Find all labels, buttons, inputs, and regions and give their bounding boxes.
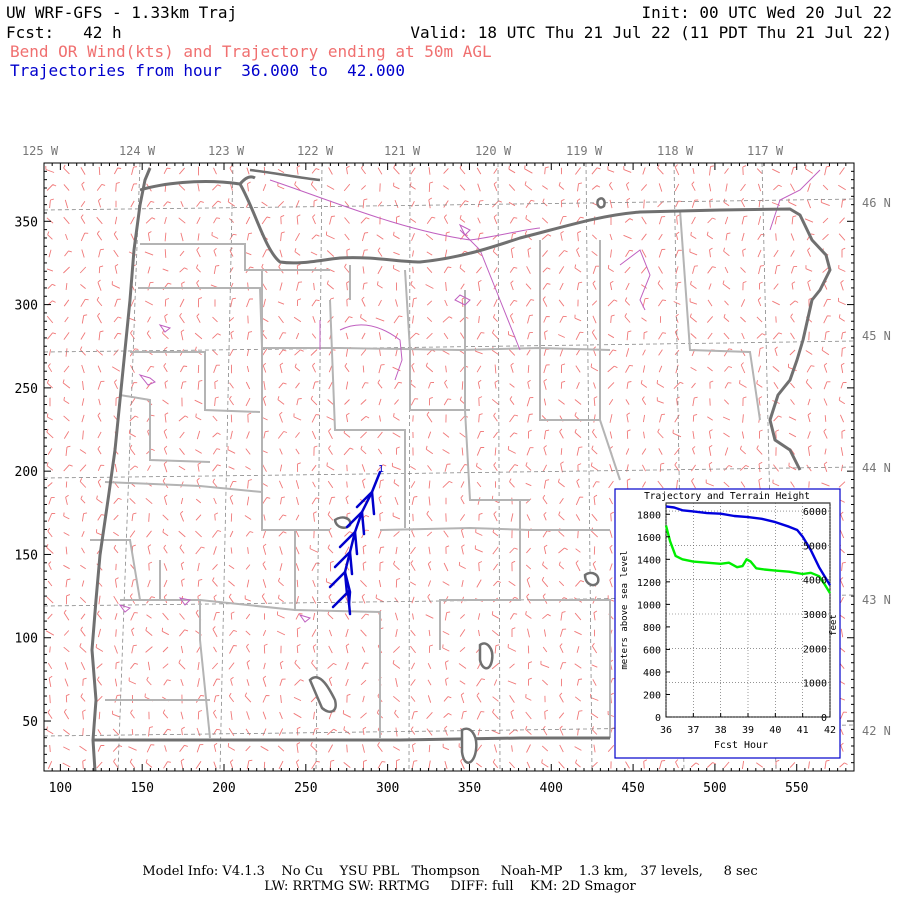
inset-ft-tick-label: 0 <box>821 713 827 724</box>
field-description: Bend OR Wind(kts) and Trajectory ending … <box>10 42 492 61</box>
lakes <box>249 168 606 764</box>
inset-y-tick-label: 1600 <box>637 533 661 544</box>
init-time: Init: 00 UTC Wed 20 Jul 22 <box>641 3 892 22</box>
x-tick-label: 250 <box>294 781 317 796</box>
frame-tick-marks <box>44 162 855 771</box>
x-axis-labels: 100 150 200 250 300 350 400 450 500 550 <box>49 781 809 796</box>
latitude-label: 43 N <box>862 593 891 607</box>
y-tick-label: 50 <box>22 715 38 730</box>
longitude-label: 118 W <box>657 144 694 158</box>
latitude-label: 46 N <box>862 196 891 210</box>
longitude-label: 120 W <box>475 144 512 158</box>
inset-ft-tick-label: 1000 <box>803 679 827 690</box>
state-borders <box>90 167 832 771</box>
trajectory-arrow <box>355 489 376 516</box>
longitude-labels: 125 W 124 W 123 W 122 W 121 W 120 W 119 W 118 W… <box>22 144 784 158</box>
x-tick-label: 300 <box>376 781 399 796</box>
trajectory-path <box>328 470 382 616</box>
longitude-label: 119 W <box>566 144 603 158</box>
inset-x-tick-label: 42 <box>824 725 836 736</box>
y-tick-label: 200 <box>15 465 38 480</box>
x-tick-label: 100 <box>49 781 72 796</box>
trajectory-arrow <box>328 569 349 596</box>
inset-y-ticks-ft: 0 1000 2000 3000 4000 5000 6000 <box>803 507 827 724</box>
inset-x-tick-label: 37 <box>687 725 699 736</box>
x-tick-label: 550 <box>785 781 808 796</box>
inset-ylabel-left: meters above sea level <box>620 550 630 669</box>
inset-ft-tick-label: 4000 <box>803 576 827 587</box>
longitude-label: 125 W <box>22 144 59 158</box>
y-axis-labels: 50 100 150 200 250 300 350 <box>15 215 38 730</box>
county-boundaries <box>90 209 761 739</box>
inset-xlabel: Fcst Hour <box>714 740 768 751</box>
x-tick-label: 450 <box>621 781 644 796</box>
longitude-label: 124 W <box>119 144 156 158</box>
inset-y-tick-label: 1800 <box>637 510 661 521</box>
inset-ft-tick-label: 5000 <box>803 541 827 552</box>
trajectory-arrow <box>338 529 359 556</box>
inset-ft-tick-label: 2000 <box>803 644 827 655</box>
forecast-hour: Fcst: 42 h <box>6 23 122 42</box>
inset-x-tick-label: 40 <box>769 725 781 736</box>
trajectory-start-label: 1 <box>378 464 384 475</box>
valid-time: Valid: 18 UTC Thu 21 Jul 22 (11 PDT Thu … <box>410 23 892 42</box>
x-tick-label: 400 <box>540 781 563 796</box>
inset-series <box>664 505 832 594</box>
latitude-label: 44 N <box>862 461 891 475</box>
longitude-label: 123 W <box>208 144 245 158</box>
inset-y-tick-label: 800 <box>643 623 661 634</box>
trajectory-arrow <box>333 549 354 576</box>
trajectory-arrow <box>331 589 352 616</box>
inset-y-tick-label: 1400 <box>637 555 661 566</box>
y-tick-label: 100 <box>15 632 38 647</box>
y-tick-label: 350 <box>15 215 38 230</box>
y-tick-label: 250 <box>15 382 38 397</box>
map-frame <box>43 162 855 772</box>
inset-y-tick-label: 1000 <box>637 600 661 611</box>
y-tick-label: 300 <box>15 299 38 314</box>
trajectory-series-line <box>665 505 832 586</box>
inset-x-tick-label: 38 <box>715 725 727 736</box>
inset-ft-tick-label: 3000 <box>803 610 827 621</box>
x-tick-label: 150 <box>130 781 153 796</box>
inset-ft-tick-label: 6000 <box>803 507 827 518</box>
y-tick-label: 150 <box>15 548 38 563</box>
trajectory-terrain-inset: Trajectory and Terrain Height 36 37 38 39 40… <box>614 488 841 759</box>
inset-y-ticks-m: 0 200 400 600 800 1000 1200 1400 1600 1800 <box>637 510 670 724</box>
inset-x-tick-label: 36 <box>660 725 672 736</box>
longitude-label: 121 W <box>384 144 421 158</box>
longitude-label: 122 W <box>297 144 334 158</box>
trajectory-hours: Trajectories from hour 36.000 to 42.000 <box>10 61 405 80</box>
x-tick-label: 200 <box>212 781 235 796</box>
inset-x-ticks: 36 37 38 39 40 41 42 <box>660 713 836 736</box>
product-title: UW WRF-GFS - 1.33km Traj <box>6 3 238 22</box>
inset-y-tick-label: 200 <box>643 690 661 701</box>
inset-x-tick-label: 39 <box>742 725 754 736</box>
latitude-label: 42 N <box>862 724 891 738</box>
inset-ylabel-right: feet <box>829 614 839 636</box>
inset-title: Trajectory and Terrain Height <box>644 491 810 502</box>
terrain-series-line <box>664 525 832 594</box>
x-tick-label: 350 <box>458 781 481 796</box>
longitude-label: 117 W <box>747 144 784 158</box>
water-features <box>118 169 821 623</box>
model-info-line2: LW: RRTMG SW: RRTMG DIFF: full KM: 2D Sm… <box>264 879 636 894</box>
inset-x-tick-label: 41 <box>797 725 809 736</box>
inset-y-tick-label: 0 <box>655 713 661 724</box>
x-tick-label: 500 <box>703 781 726 796</box>
inset-y-tick-label: 600 <box>643 645 661 656</box>
inset-y-tick-label: 1200 <box>637 578 661 589</box>
model-info-line1: Model Info: V4.1.3 No Cu YSU PBL Thompso… <box>142 864 758 879</box>
inset-y-tick-label: 400 <box>643 668 661 679</box>
trajectory-arrow <box>345 509 366 536</box>
latitude-label: 45 N <box>862 329 891 343</box>
latitude-labels: 46 N 45 N 44 N 43 N 42 N <box>862 196 891 738</box>
